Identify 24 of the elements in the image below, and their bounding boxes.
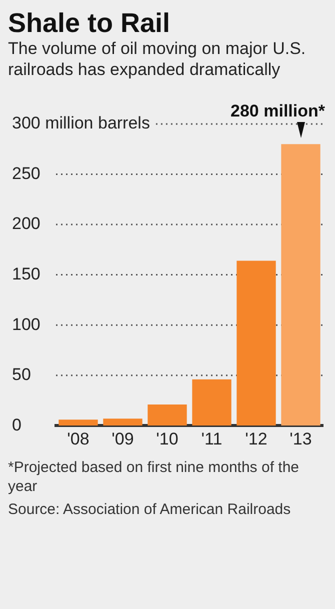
bar [281,144,320,426]
y-tick-label: 200 [12,214,40,234]
y-tick-label: 50 [12,365,31,384]
bar [58,420,98,426]
bar [103,418,142,426]
x-tick-label: '08 [67,429,90,448]
bar [148,404,187,426]
y-tick-label: 100 [12,314,40,334]
x-tick-label: '10 [156,429,178,448]
bar [236,260,276,426]
y-tick-label: 250 [12,164,40,183]
y-tick-label: 300 million barrels [12,114,150,133]
annotation: 280 million* [230,101,326,120]
bar [192,379,232,426]
source-note: Source: Association of American Railroads [8,500,292,519]
chart-subtitle: The volume of oil moving on major U.S. railroads has expanded dramatically [8,38,307,80]
text: *Projected based on first nine months of the year [8,458,300,496]
x-tick-label: '12 [245,429,268,448]
chart-title: Shale to Rail [8,8,172,38]
y-tick-label: 0 [12,415,22,434]
x-tick-label: '09 [112,429,134,448]
y-tick-label: 150 [12,264,40,284]
x-tick-label: '13 [290,429,312,448]
x-tick-label: '11 [201,429,222,448]
